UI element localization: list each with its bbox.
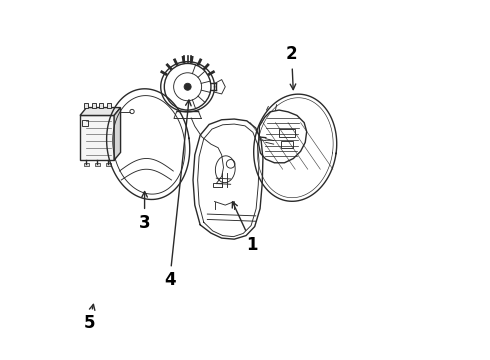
Text: 3: 3 [139,192,150,232]
Bar [99,103,103,108]
Bar [95,163,100,166]
Polygon shape [80,108,121,116]
Text: 4: 4 [164,100,191,289]
Bar [105,163,111,166]
Bar [213,183,221,187]
Text: 1: 1 [232,202,258,253]
Polygon shape [114,108,121,160]
Bar [84,163,89,166]
Bar [281,141,294,148]
Text: 2: 2 [286,45,297,90]
Bar [92,103,96,108]
Bar [84,103,88,108]
Bar [80,116,114,160]
Bar [82,121,88,126]
Bar [107,103,111,108]
Text: 5: 5 [83,304,95,332]
Bar [279,129,295,137]
Circle shape [184,83,191,90]
